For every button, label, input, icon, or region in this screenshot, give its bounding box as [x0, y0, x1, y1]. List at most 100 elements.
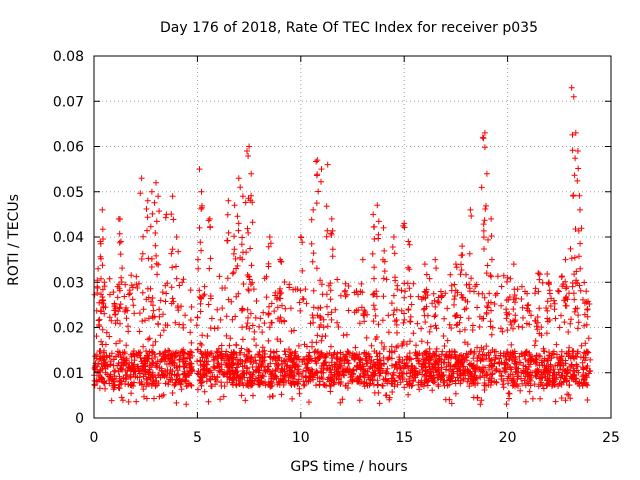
data-point [186, 380, 193, 387]
data-point [569, 131, 576, 138]
data-point [437, 288, 444, 295]
data-point [242, 397, 249, 404]
data-point [528, 312, 534, 319]
data-point [494, 273, 501, 280]
data-point [183, 401, 190, 408]
data-point [568, 361, 575, 368]
data-point [561, 319, 568, 326]
data-point [117, 238, 124, 245]
data-point [483, 170, 490, 177]
data-point [156, 350, 163, 357]
data-point [503, 297, 510, 304]
data-point [252, 368, 259, 375]
data-point [522, 363, 529, 370]
data-point [378, 365, 385, 372]
data-point [92, 362, 99, 369]
data-point [348, 371, 355, 378]
data-point [180, 371, 187, 378]
data-point [324, 303, 330, 310]
data-point [536, 276, 543, 283]
data-point [99, 294, 106, 300]
data-point [332, 361, 339, 368]
data-point [581, 322, 588, 329]
data-point [406, 241, 413, 248]
data-point [300, 296, 307, 303]
data-point [394, 381, 401, 388]
data-point [522, 398, 529, 405]
data-point [499, 381, 506, 388]
data-point [391, 307, 398, 314]
data-point [123, 342, 130, 349]
data-point [374, 202, 381, 209]
data-point [548, 295, 555, 302]
data-point [447, 271, 454, 278]
data-point [513, 361, 520, 368]
data-point [169, 390, 176, 396]
data-point [335, 370, 342, 377]
data-point [552, 362, 559, 369]
data-point [159, 289, 166, 296]
data-point [563, 283, 570, 290]
data-point [251, 328, 258, 335]
data-point [405, 391, 412, 398]
data-point [296, 299, 303, 306]
data-point [292, 379, 298, 386]
data-point [187, 287, 194, 294]
data-point [472, 368, 479, 375]
data-point [296, 356, 302, 363]
data-point [167, 352, 174, 359]
data-point [336, 371, 343, 378]
data-point [223, 313, 230, 320]
data-point [207, 223, 214, 230]
data-point [245, 314, 251, 321]
data-point [481, 129, 488, 136]
data-point [372, 312, 379, 319]
data-point [543, 305, 550, 311]
data-point [476, 348, 483, 355]
data-point [503, 306, 510, 313]
data-point [533, 356, 540, 363]
data-point [344, 385, 351, 391]
data-point [564, 391, 571, 398]
data-point [574, 148, 581, 154]
data-point [340, 367, 347, 373]
data-point [144, 285, 151, 292]
data-point [441, 356, 448, 363]
data-point [401, 310, 407, 317]
data-point [370, 302, 377, 309]
data-point [355, 307, 362, 313]
data-point [318, 166, 325, 173]
data-point [119, 356, 125, 363]
data-point [445, 354, 451, 361]
data-point [327, 287, 334, 294]
data-point [144, 358, 151, 365]
data-point [403, 370, 410, 377]
data-point [235, 290, 242, 297]
data-point [134, 285, 141, 291]
data-point [352, 344, 359, 351]
data-point [245, 383, 252, 390]
data-point [421, 305, 428, 312]
data-point [125, 323, 131, 330]
data-point [197, 370, 204, 376]
data-point [506, 395, 512, 402]
data-point [380, 346, 387, 352]
data-point [523, 305, 530, 312]
data-point [103, 352, 110, 359]
data-point [572, 129, 579, 136]
data-point [311, 349, 318, 356]
data-point [328, 309, 335, 316]
data-point [328, 352, 335, 359]
data-point [286, 346, 292, 353]
data-point [537, 353, 544, 360]
data-point [483, 202, 489, 209]
data-point [211, 373, 218, 380]
data-point [273, 373, 280, 380]
data-point [380, 293, 387, 300]
data-point [173, 376, 180, 383]
data-point [547, 303, 554, 309]
data-point [149, 313, 156, 320]
data-point [546, 317, 553, 323]
data-point [162, 380, 169, 387]
data-point [160, 311, 166, 318]
